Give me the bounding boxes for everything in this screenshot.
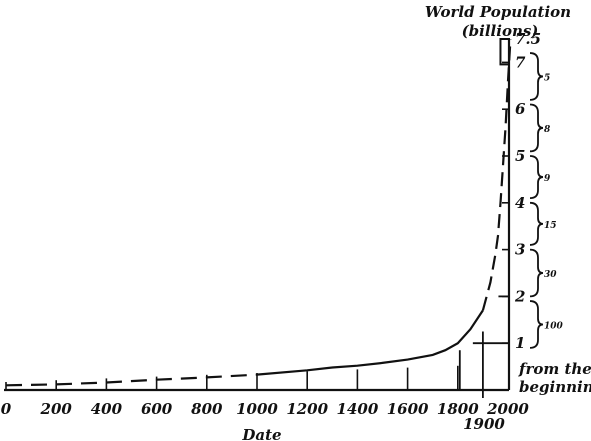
brace-0: [529, 52, 544, 101]
brace-1: [529, 103, 544, 153]
x-axis-label: Date: [241, 426, 281, 441]
curve-early-dashed: [5, 373, 258, 387]
curve-late-dashed: [481, 38, 512, 311]
y-tick-label-2: 2: [514, 287, 525, 305]
chart-title: World Population: [425, 3, 571, 21]
x-tick-label-1400: 1400: [337, 400, 379, 418]
brace-label-30: 30: [544, 270, 557, 280]
doubling-braces: 5 8 9 15 30 100: [529, 52, 564, 349]
y-tick-label-4: 4: [515, 194, 525, 212]
brace-label-9: 9: [544, 174, 551, 184]
y-tick-label-7: 7: [515, 53, 526, 71]
brace-5: [529, 300, 544, 349]
x-tick-label-1200: 1200: [286, 400, 328, 418]
brace-4: [529, 248, 544, 298]
y-tick-label-1: 1: [515, 334, 525, 352]
curve-middle-solid: [256, 309, 484, 376]
x-tick-label-1000: 1000: [236, 400, 278, 418]
note-beginning: beginning: [519, 378, 591, 396]
x-extra-label-1900: 1900: [463, 415, 505, 433]
x-tick-label-2000: 2000: [486, 400, 529, 418]
brace-3: [529, 201, 544, 246]
y-tick-label-6: 6: [515, 100, 526, 118]
y-tick-label-5: 5: [515, 147, 525, 165]
x-tick-label-800: 800: [191, 400, 223, 418]
x-tick-label-400: 400: [91, 400, 123, 418]
x-tick-label-1600: 1600: [387, 400, 429, 418]
x-tick-label-600: 600: [141, 400, 173, 418]
population-curve: [5, 38, 512, 387]
x-tick-label-200: 200: [40, 400, 73, 418]
x-tick-label-0: 0: [1, 400, 12, 418]
x-tick-label-1800: 1800: [437, 400, 479, 418]
y-tick-label-3: 3: [515, 241, 525, 259]
axes: [4, 39, 511, 392]
brace-label-5: 5: [544, 73, 550, 83]
brace-label-100: 100: [544, 321, 564, 331]
brace-2: [529, 155, 544, 200]
brace-label-8: 8: [544, 125, 551, 135]
tick-labels: 1 2 3 4 5 6 7 7.5 0 200 400 600 800 1000 1200 1400 1600 1…: [1, 30, 541, 418]
y-tick-label-7.5: 7.5: [515, 30, 541, 48]
top-box: [499, 38, 511, 66]
note-from-the: from the: [518, 360, 591, 378]
chart-title-unit: (billions): [462, 22, 539, 40]
brace-label-15: 15: [544, 221, 557, 231]
